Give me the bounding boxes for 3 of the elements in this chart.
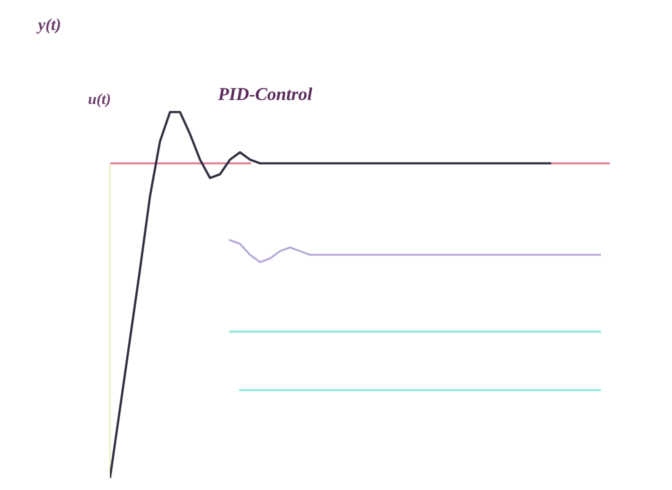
text: u(t) [88, 93, 110, 108]
text: PID-Control [218, 87, 312, 100]
text: y(t) [36, 18, 60, 34]
